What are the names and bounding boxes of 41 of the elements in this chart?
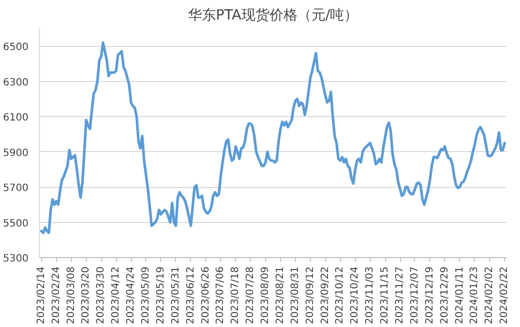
y-tick-label: 5900 <box>3 148 29 159</box>
x-tick-label: 2023/09/22 <box>320 266 331 324</box>
x-tick-label: 2024/02/02 <box>484 266 496 324</box>
y-tick-label: 5500 <box>3 218 29 230</box>
x-tick-label: 2023/05/31 <box>170 266 182 324</box>
x-tick-label: 2023/07/18 <box>230 266 242 324</box>
x-tick-label: 2023/05/09 <box>140 266 152 324</box>
x-tick-label: 2023/10/24 <box>350 266 361 324</box>
x-tick-label: 2023/11/27 <box>394 266 406 324</box>
y-tick-label: 5700 <box>3 183 29 194</box>
x-tick-label: 2023/04/24 <box>126 266 137 324</box>
x-tick-label: 2023/03/20 <box>80 266 92 324</box>
x-tick-label: 2023/12/29 <box>439 266 450 324</box>
x-tick-label: 2023/06/26 <box>200 266 212 324</box>
y-tick-label: 5300 <box>3 254 29 264</box>
x-tick-label: 2023/05/19 <box>155 266 166 324</box>
x-tick-label: 2023/07/28 <box>245 266 256 324</box>
chart-title: 华东PTA现货价格（元/吨） <box>188 8 358 24</box>
y-tick-label: 6100 <box>3 112 29 124</box>
x-tick-label: 2023/03/08 <box>66 266 77 324</box>
x-tick-label: 2023/12/07 <box>409 266 420 324</box>
y-tick-label: 6300 <box>3 77 29 88</box>
x-tick-label: 2023/11/03 <box>364 266 376 324</box>
x-tick-label: 2023/02/24 <box>50 266 62 324</box>
x-tick-label: 2023/02/14 <box>36 266 47 324</box>
x-tick-label: 2024/01/11 <box>454 266 466 324</box>
y-tick-label: 6500 <box>3 42 29 54</box>
x-tick-label: 2024/02/22 <box>499 266 510 324</box>
x-tick-label: 2023/03/30 <box>96 266 107 324</box>
x-tick-label: 2023/04/12 <box>110 266 122 324</box>
x-tick-label: 2024/01/23 <box>469 266 480 324</box>
x-tick-label: 2023/08/31 <box>290 266 301 324</box>
x-tick-label: 2023/06/12 <box>185 266 196 324</box>
x-tick-label: 2023/07/06 <box>215 266 226 324</box>
x-tick-label: 2023/09/12 <box>304 266 316 324</box>
x-tick-label: 2023/10/12 <box>334 266 346 324</box>
x-tick-label: 2023/08/21 <box>274 266 286 324</box>
x-tick-label: 2023/08/09 <box>260 266 272 324</box>
line-series <box>40 41 506 234</box>
x-tick-label: 2023/12/19 <box>424 266 436 324</box>
x-tick-label: 2023/11/15 <box>380 266 391 324</box>
